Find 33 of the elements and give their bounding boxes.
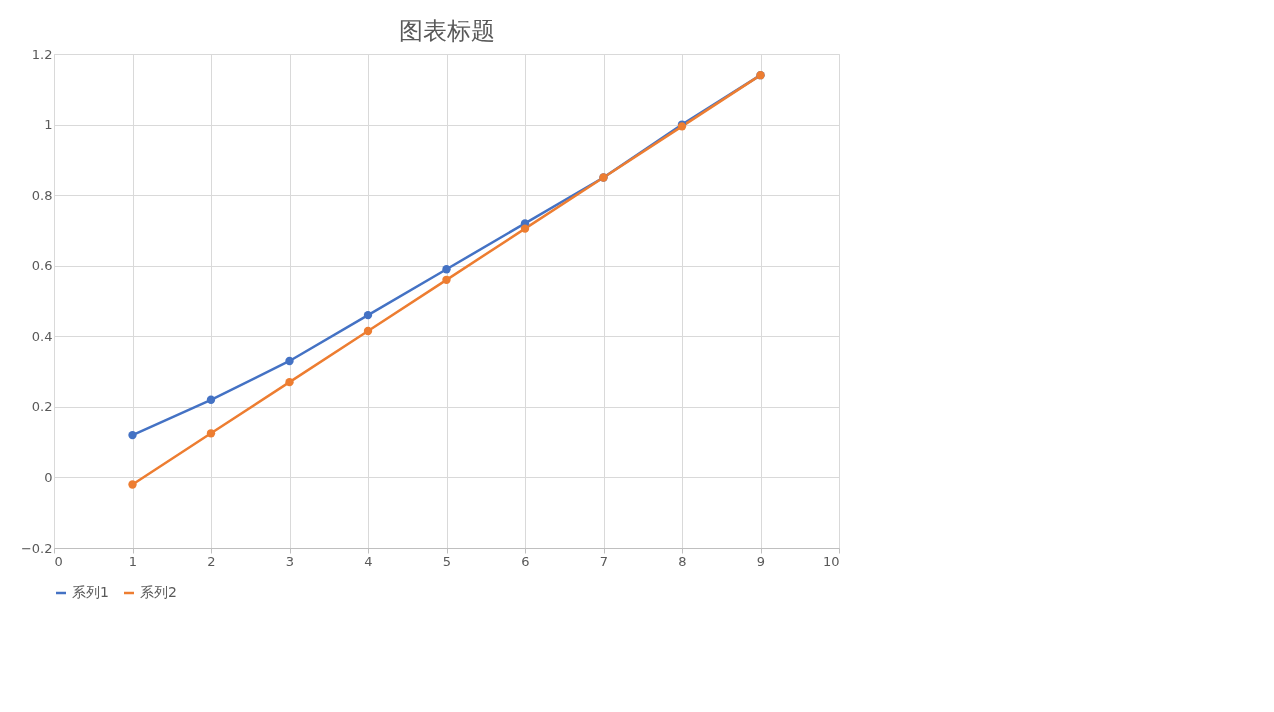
x-tick-label: 9 <box>756 553 766 569</box>
x-tick-label: 4 <box>364 553 373 569</box>
point <box>285 356 294 366</box>
y-tick-label: 1 <box>44 117 53 133</box>
y-tick-label: 0.6 <box>31 258 53 274</box>
point <box>442 265 451 274</box>
y-tick-label: 0.4 <box>31 328 53 344</box>
y-tick-label: 0.2 <box>31 399 53 415</box>
point <box>285 377 294 387</box>
point <box>128 480 137 489</box>
x-tick-label: 8 <box>678 553 687 569</box>
x-tick-label: 1 <box>128 553 138 569</box>
x-tick-label: 2 <box>207 553 216 569</box>
point <box>520 224 530 233</box>
point <box>442 275 451 284</box>
x-tick-label: 5 <box>442 553 452 569</box>
point <box>363 326 373 336</box>
y-tick-label: 0 <box>44 469 53 485</box>
point <box>206 395 216 404</box>
legend-label: 系列1 <box>72 584 109 600</box>
point <box>128 430 137 440</box>
point <box>206 429 216 438</box>
point <box>363 310 373 320</box>
y-tick-label: 1.2 <box>31 46 53 62</box>
y-tick-label: −0.2 <box>20 540 53 556</box>
y-tick-label: 0.8 <box>31 187 53 203</box>
x-tick-label: 7 <box>599 553 609 569</box>
legend-label: 系列2 <box>140 584 177 600</box>
x-tick-label: 6 <box>521 553 530 569</box>
x-tick-label: 3 <box>285 553 295 569</box>
chart-title: 图表标题 <box>398 17 495 45</box>
x-tick-label: 10 <box>822 553 840 569</box>
x-tick-label: 0 <box>54 553 63 569</box>
